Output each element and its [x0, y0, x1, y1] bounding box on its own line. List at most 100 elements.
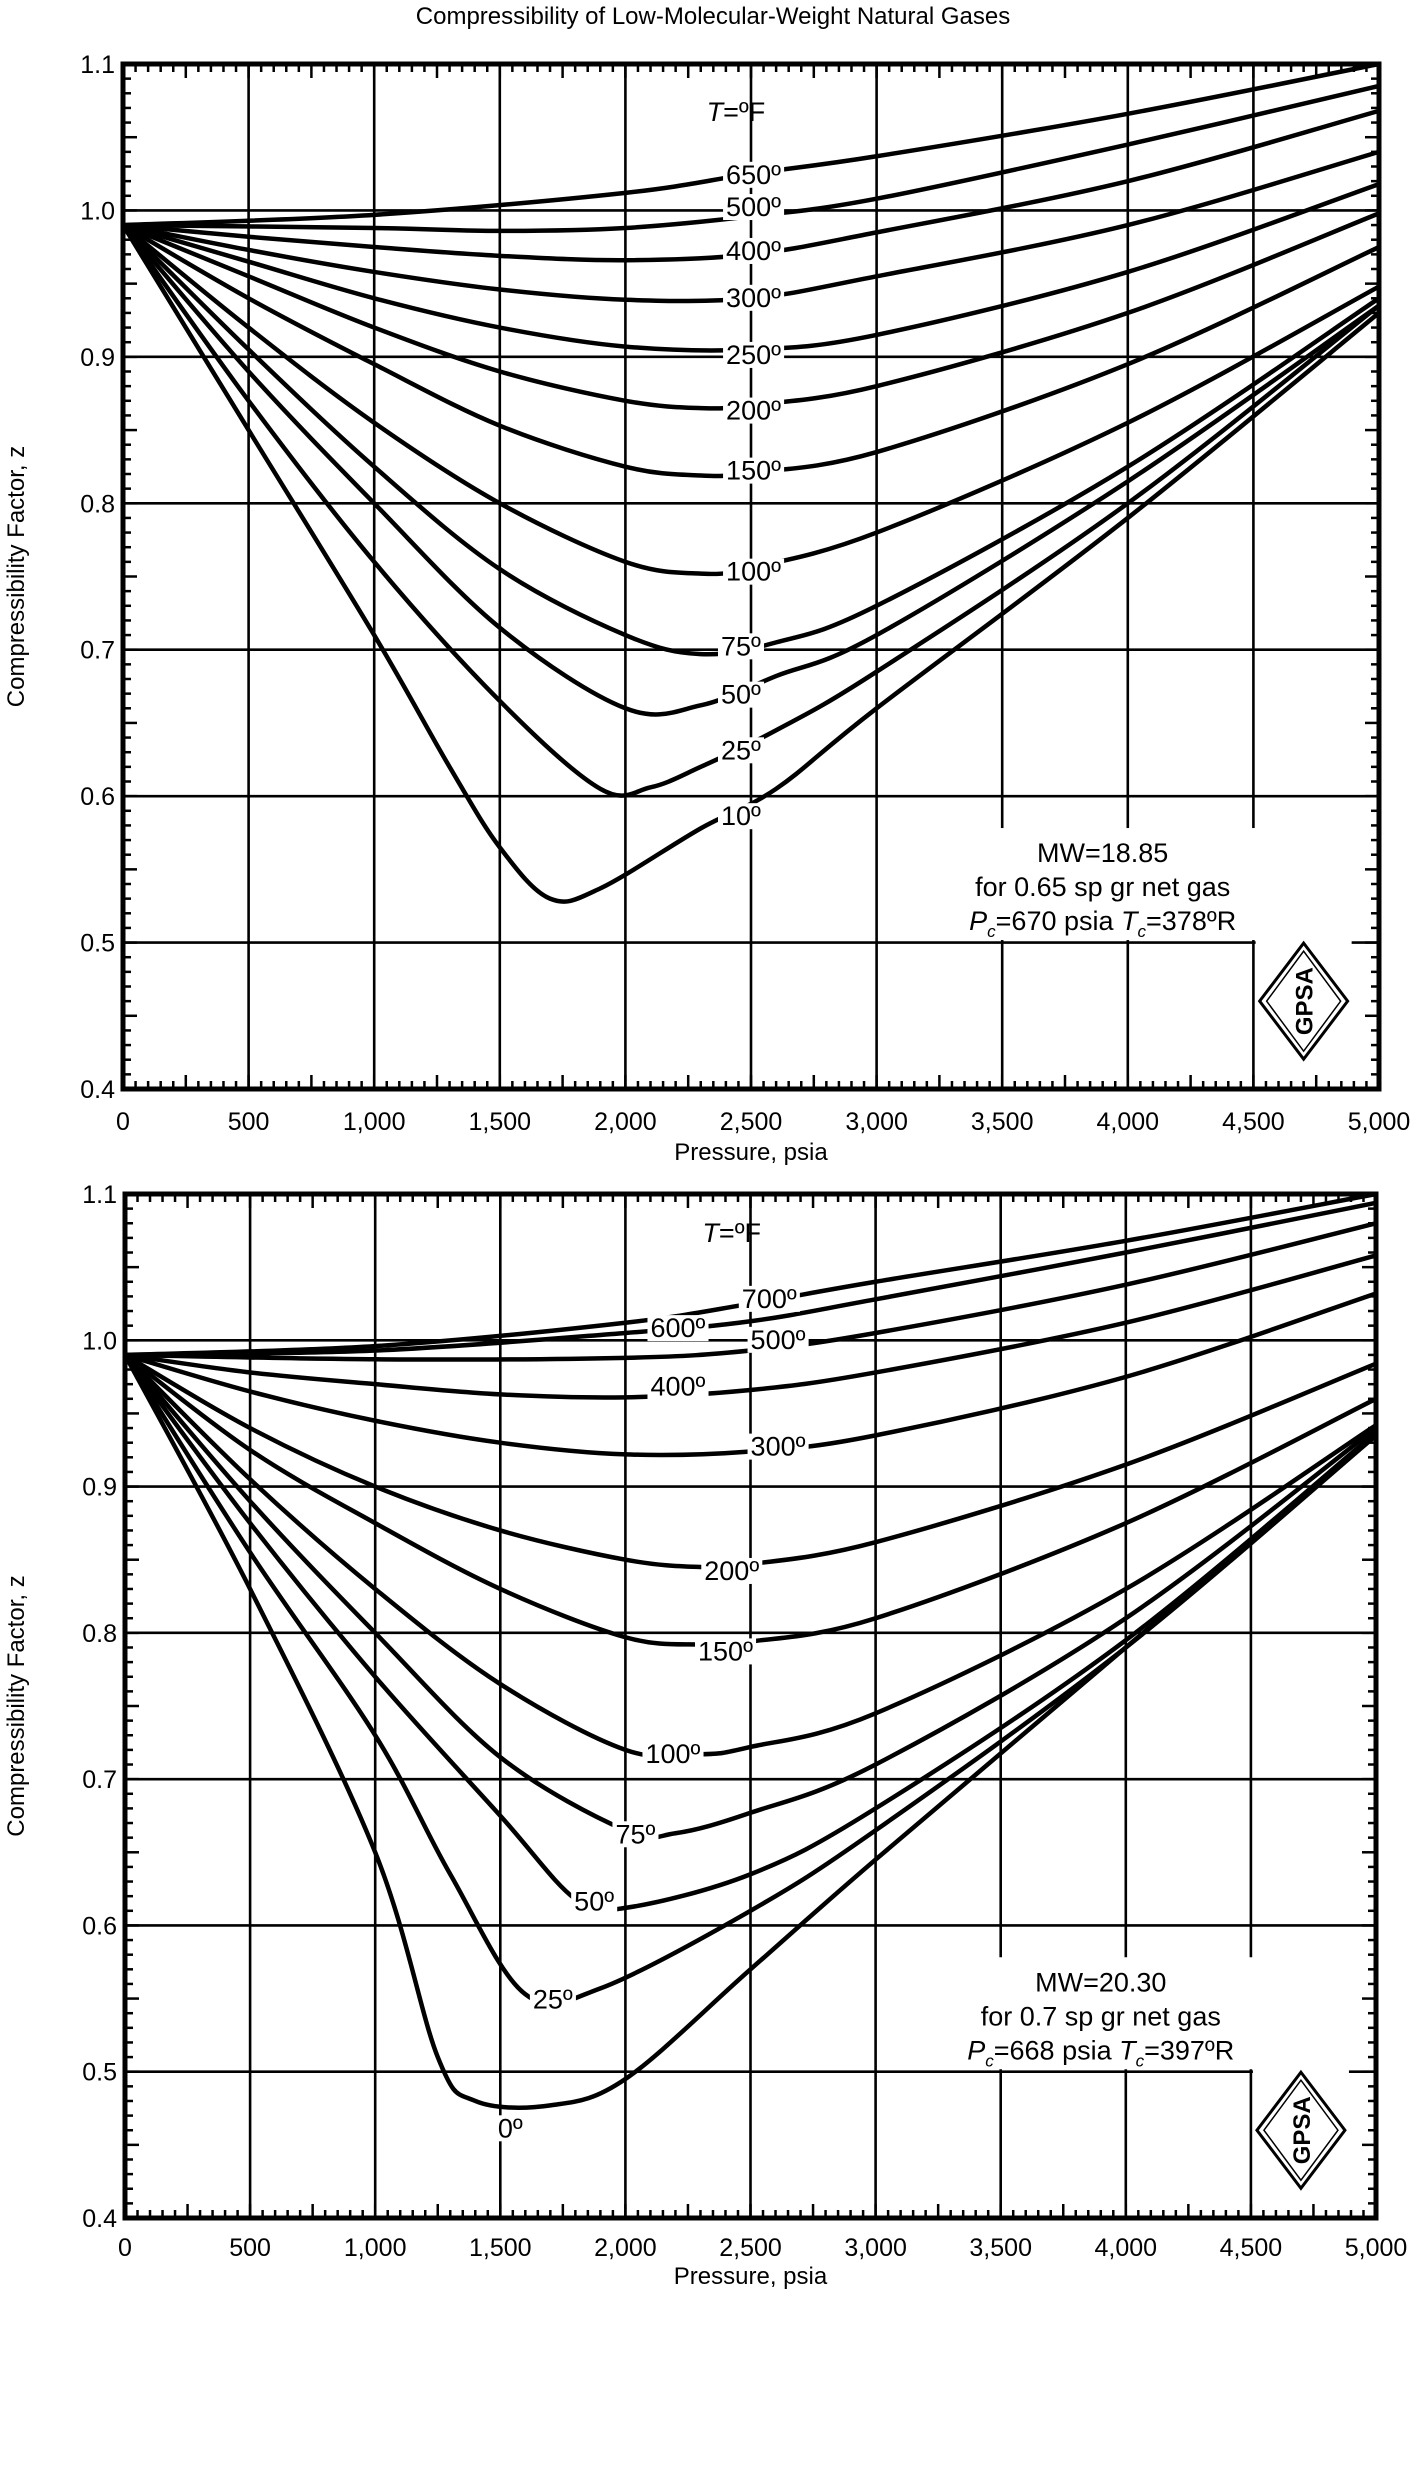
- series-label-background: [612, 1821, 659, 1848]
- logo-text: GPSA: [1292, 967, 1319, 1035]
- logo-diamond-inner: [1263, 2078, 1339, 2182]
- y-tick-label: 0.9: [82, 1474, 117, 1502]
- info-background: [930, 1957, 1271, 2070]
- series-label-background: [723, 194, 785, 221]
- series-label: 150º: [726, 456, 781, 486]
- x-tick-label: 0: [116, 1108, 130, 1136]
- y-tick-label: 0.9: [80, 344, 115, 372]
- series-label-background: [494, 2115, 526, 2142]
- x-tick-label: 2,000: [594, 2234, 657, 2262]
- series-label: 600º: [650, 1313, 705, 1343]
- series-label-background: [723, 397, 785, 424]
- info-gas: for 0.7 sp gr net gas: [981, 2001, 1221, 2031]
- series-label: 10º: [721, 801, 761, 831]
- y-tick-label: 0.7: [80, 637, 115, 665]
- series-line: [120, 181, 1382, 353]
- logo-background: [1252, 2058, 1349, 2203]
- series-line: [122, 1352, 1379, 2110]
- series-label-background: [723, 161, 785, 188]
- series-line: [120, 222, 1382, 904]
- series-label: 300º: [726, 283, 781, 313]
- series-label-background: [723, 558, 785, 585]
- tc-subscript: c: [1138, 922, 1147, 941]
- series-label-background: [701, 1557, 763, 1584]
- x-tick-label: 500: [228, 1108, 270, 1136]
- y-tick-label: 0.8: [82, 1620, 117, 1648]
- info-critical: Pc=668 psia Tc=397ºR: [967, 2035, 1234, 2070]
- x-tick-label: 3,000: [845, 1108, 908, 1136]
- series-label: 50º: [721, 680, 761, 710]
- series-label-background: [723, 457, 785, 484]
- series-label: 200º: [704, 1556, 759, 1586]
- series-label-background: [717, 633, 765, 660]
- series-label-background: [723, 341, 785, 368]
- series-label: 75º: [721, 631, 761, 661]
- y-tick-label: 1.0: [82, 1327, 117, 1355]
- logo-diamond-outer: [1255, 2069, 1347, 2191]
- legend-title-unit: =ºF: [723, 97, 765, 127]
- series-label-background: [738, 1285, 800, 1312]
- info-critical: Pc=670 psia Tc=378ºR: [969, 906, 1236, 941]
- y-tick-label: 0.6: [82, 1912, 117, 1940]
- x-tick-label: 0: [118, 2234, 132, 2262]
- logo-background: [1255, 929, 1352, 1074]
- y-tick-label: 0.4: [82, 2205, 117, 2233]
- x-tick-label: 5,000: [1348, 1108, 1411, 1136]
- series-line: [120, 222, 1382, 657]
- y-tick-label: 0.4: [80, 1076, 115, 1104]
- series-line: [120, 222, 1382, 577]
- series-label: 100º: [726, 557, 781, 587]
- y-tick-label: 1.0: [80, 197, 115, 225]
- info-background: [932, 828, 1273, 941]
- pc-subscript: c: [985, 2051, 994, 2070]
- info-mw: MW=20.30: [1035, 1967, 1166, 1997]
- series-label-background: [723, 284, 785, 311]
- x-tick-label: 2,500: [719, 2234, 782, 2262]
- legend-title-T: T: [707, 97, 726, 127]
- series-label: 500º: [726, 192, 781, 222]
- gpsa-logo: GPSA: [1252, 2058, 1349, 2203]
- series-label: 400º: [726, 236, 781, 266]
- series-line: [120, 83, 1382, 234]
- y-tick-label: 1.1: [82, 1181, 117, 1209]
- series-label-background: [695, 1638, 757, 1665]
- plot-frame: [120, 61, 1382, 1092]
- series-line: [122, 1352, 1379, 1570]
- series-line: [122, 1200, 1379, 1358]
- pc-symbol: P: [967, 2035, 985, 2065]
- series-label-background: [647, 1315, 709, 1342]
- series-line: [120, 222, 1382, 479]
- series-line: [120, 211, 1382, 411]
- series-label: 250º: [726, 340, 781, 370]
- series-line: [120, 222, 1382, 717]
- x-tick-label: 3,500: [971, 1108, 1034, 1136]
- pc-value: =668 psia: [994, 2035, 1119, 2065]
- series-label: 50º: [574, 1887, 614, 1917]
- logo-diamond-outer: [1257, 940, 1350, 1062]
- series-label: 150º: [698, 1636, 753, 1666]
- series-label-background: [529, 1986, 576, 2013]
- series-label: 700º: [742, 1284, 797, 1314]
- series-label-background: [717, 803, 765, 830]
- y-tick-label: 0.6: [80, 783, 115, 811]
- x-tick-label: 3,500: [969, 2234, 1032, 2262]
- tc-subscript: c: [1136, 2051, 1145, 2070]
- y-axis-title: Compressibility Factor, z: [3, 446, 30, 707]
- series-label: 500º: [751, 1325, 806, 1355]
- plot-frame: [122, 1191, 1379, 2221]
- series-label: 75º: [615, 1819, 655, 1849]
- legend-title-unit: =ºF: [719, 1218, 761, 1248]
- legend-title-T: T: [702, 1218, 721, 1248]
- series-label-background: [747, 1433, 809, 1460]
- figure-title: Compressibility of Low-Molecular-Weight …: [416, 3, 1010, 30]
- series-label: 25º: [721, 735, 761, 765]
- y-tick-label: 0.7: [82, 1766, 117, 1794]
- x-tick-label: 4,000: [1095, 2234, 1158, 2262]
- series-label: 400º: [650, 1372, 705, 1402]
- info-gas: for 0.65 sp gr net gas: [975, 872, 1230, 902]
- x-tick-label: 4,500: [1222, 1108, 1285, 1136]
- y-tick-label: 0.5: [82, 2059, 117, 2087]
- x-tick-label: 1,000: [344, 2234, 407, 2262]
- series-line: [122, 1291, 1379, 1458]
